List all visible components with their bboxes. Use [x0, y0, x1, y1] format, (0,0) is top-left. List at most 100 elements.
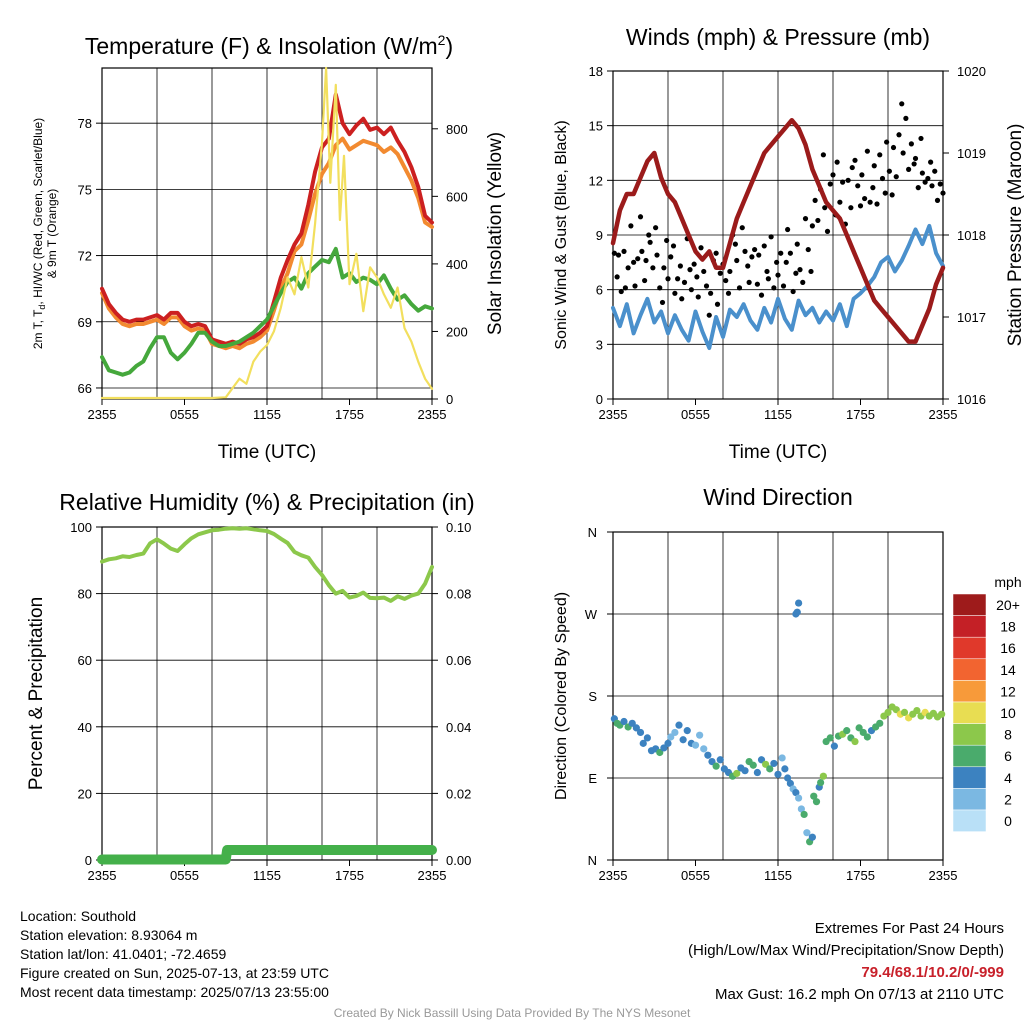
y2-tick-label: 400	[446, 257, 468, 272]
title-end: )	[445, 33, 453, 59]
gust-point	[670, 243, 677, 249]
gust-point	[934, 197, 941, 203]
gust-point	[635, 256, 641, 262]
gust-point	[688, 287, 694, 293]
gust-point	[681, 279, 688, 285]
direction-point	[913, 706, 921, 715]
direction-point	[797, 805, 805, 813]
direction-point	[632, 724, 640, 732]
plot-frame	[101, 67, 433, 400]
temperature-panel: 2355 0555 1155 1755 2355 66 69 72 75 78 0 200 400 600…	[31, 32, 506, 463]
gust-point	[780, 283, 787, 289]
gust-point	[890, 144, 897, 151]
direction-point	[843, 727, 851, 735]
gust-point	[657, 285, 663, 291]
gust-point	[742, 248, 748, 254]
wind-speed-line	[611, 223, 945, 350]
gust-point	[643, 257, 649, 264]
title-superscript: 2	[438, 32, 446, 48]
y-tick-label: 66	[78, 381, 92, 396]
legend-label: 16	[1000, 640, 1016, 656]
direction-point	[892, 706, 900, 714]
gust-point	[871, 163, 877, 169]
direction-point	[679, 736, 687, 744]
chart-title: Winds (mph) & Pressure (mb)	[626, 24, 930, 50]
gust-point	[650, 265, 656, 271]
direction-point	[795, 599, 803, 607]
latlon-text: Station lat/lon: 41.0401; -72.4659	[20, 946, 227, 962]
y2-tick-label: 600	[446, 189, 468, 204]
gust-point	[679, 296, 685, 302]
gust-point	[615, 252, 622, 258]
y-tick-label: 60	[78, 653, 92, 668]
gust-point	[654, 252, 660, 258]
gust-point	[621, 248, 627, 254]
x-tick-label: 0555	[681, 868, 710, 883]
gust-point	[840, 179, 846, 185]
direction-point	[671, 728, 679, 737]
x-tick-label: 1755	[335, 407, 364, 422]
extremes-panel: Extremes For Past 24 Hours (High/Low/Max…	[688, 918, 1004, 1006]
gust-point	[879, 175, 886, 182]
gust-point	[837, 199, 843, 205]
temperature-series-line	[100, 92, 434, 346]
y2-tick-label: 1016	[957, 392, 986, 407]
legend-title: mph	[994, 574, 1021, 590]
direction-point	[762, 760, 770, 768]
gust-point	[848, 205, 854, 211]
gust-point	[889, 192, 895, 198]
gust-point	[822, 205, 828, 211]
x-tick-label: 1155	[253, 868, 281, 883]
gust-point	[812, 197, 818, 203]
y2-tick-label: 1019	[957, 146, 986, 161]
legend-label: 2	[1004, 791, 1012, 807]
x-tick-label: 1155	[764, 407, 792, 422]
humidity-line	[100, 526, 434, 603]
legend-label: 8	[1004, 727, 1012, 743]
y-tick-label: 3	[596, 337, 603, 352]
gust-point	[870, 185, 876, 191]
gust-point	[694, 274, 700, 280]
direction-point	[792, 788, 800, 797]
y-tick-label: 80	[78, 587, 92, 602]
gust-point	[708, 290, 714, 296]
direction-point	[741, 767, 749, 775]
gust-point	[754, 281, 760, 287]
gust-point	[646, 232, 652, 238]
gust-point	[940, 190, 946, 196]
y2-tick-label: 0.02	[446, 786, 471, 801]
legend-label: 12	[1000, 683, 1016, 699]
gust-point	[899, 101, 905, 107]
x-tick-label: 1755	[846, 407, 875, 422]
gust-point	[906, 166, 912, 172]
x-tick-label: 0555	[681, 407, 710, 422]
gust-point	[834, 159, 840, 165]
y-tick-label: S	[588, 689, 597, 704]
direction-point	[675, 721, 683, 729]
y-tick-label: 100	[70, 520, 92, 535]
direction-point	[778, 754, 786, 762]
y-tick-label: 75	[78, 182, 92, 197]
temperature-series-line	[100, 246, 434, 377]
y2-tick-label: 1018	[957, 228, 986, 243]
created-text: Figure created on Sun, 2025-07-13, at 23…	[20, 965, 329, 981]
extremes-subtitle: (High/Low/Max Wind/Precipitation/Snow De…	[688, 942, 1004, 959]
x-tick-label: 2355	[88, 868, 117, 883]
gust-point	[632, 283, 638, 289]
y-tick-label: 20	[78, 786, 92, 801]
gust-point	[614, 274, 620, 280]
y-tick-label: 18	[589, 64, 603, 79]
y-axis-label: 2m T, Td, HI/WC (Red, Green, Scarlet/Blu…	[31, 118, 59, 349]
legend-swatch	[952, 809, 987, 832]
gust-point	[725, 290, 732, 296]
gust-point	[937, 181, 943, 187]
gust-point	[625, 265, 631, 271]
gust-point	[827, 181, 833, 187]
direction-point	[660, 744, 668, 752]
x-tick-label: 2355	[418, 407, 447, 422]
gust-point	[739, 225, 745, 231]
gust-point	[918, 135, 924, 142]
x-tick-label: 1755	[335, 868, 364, 883]
x-tick-label: 1155	[764, 868, 792, 883]
legend-label: 4	[1004, 770, 1012, 786]
